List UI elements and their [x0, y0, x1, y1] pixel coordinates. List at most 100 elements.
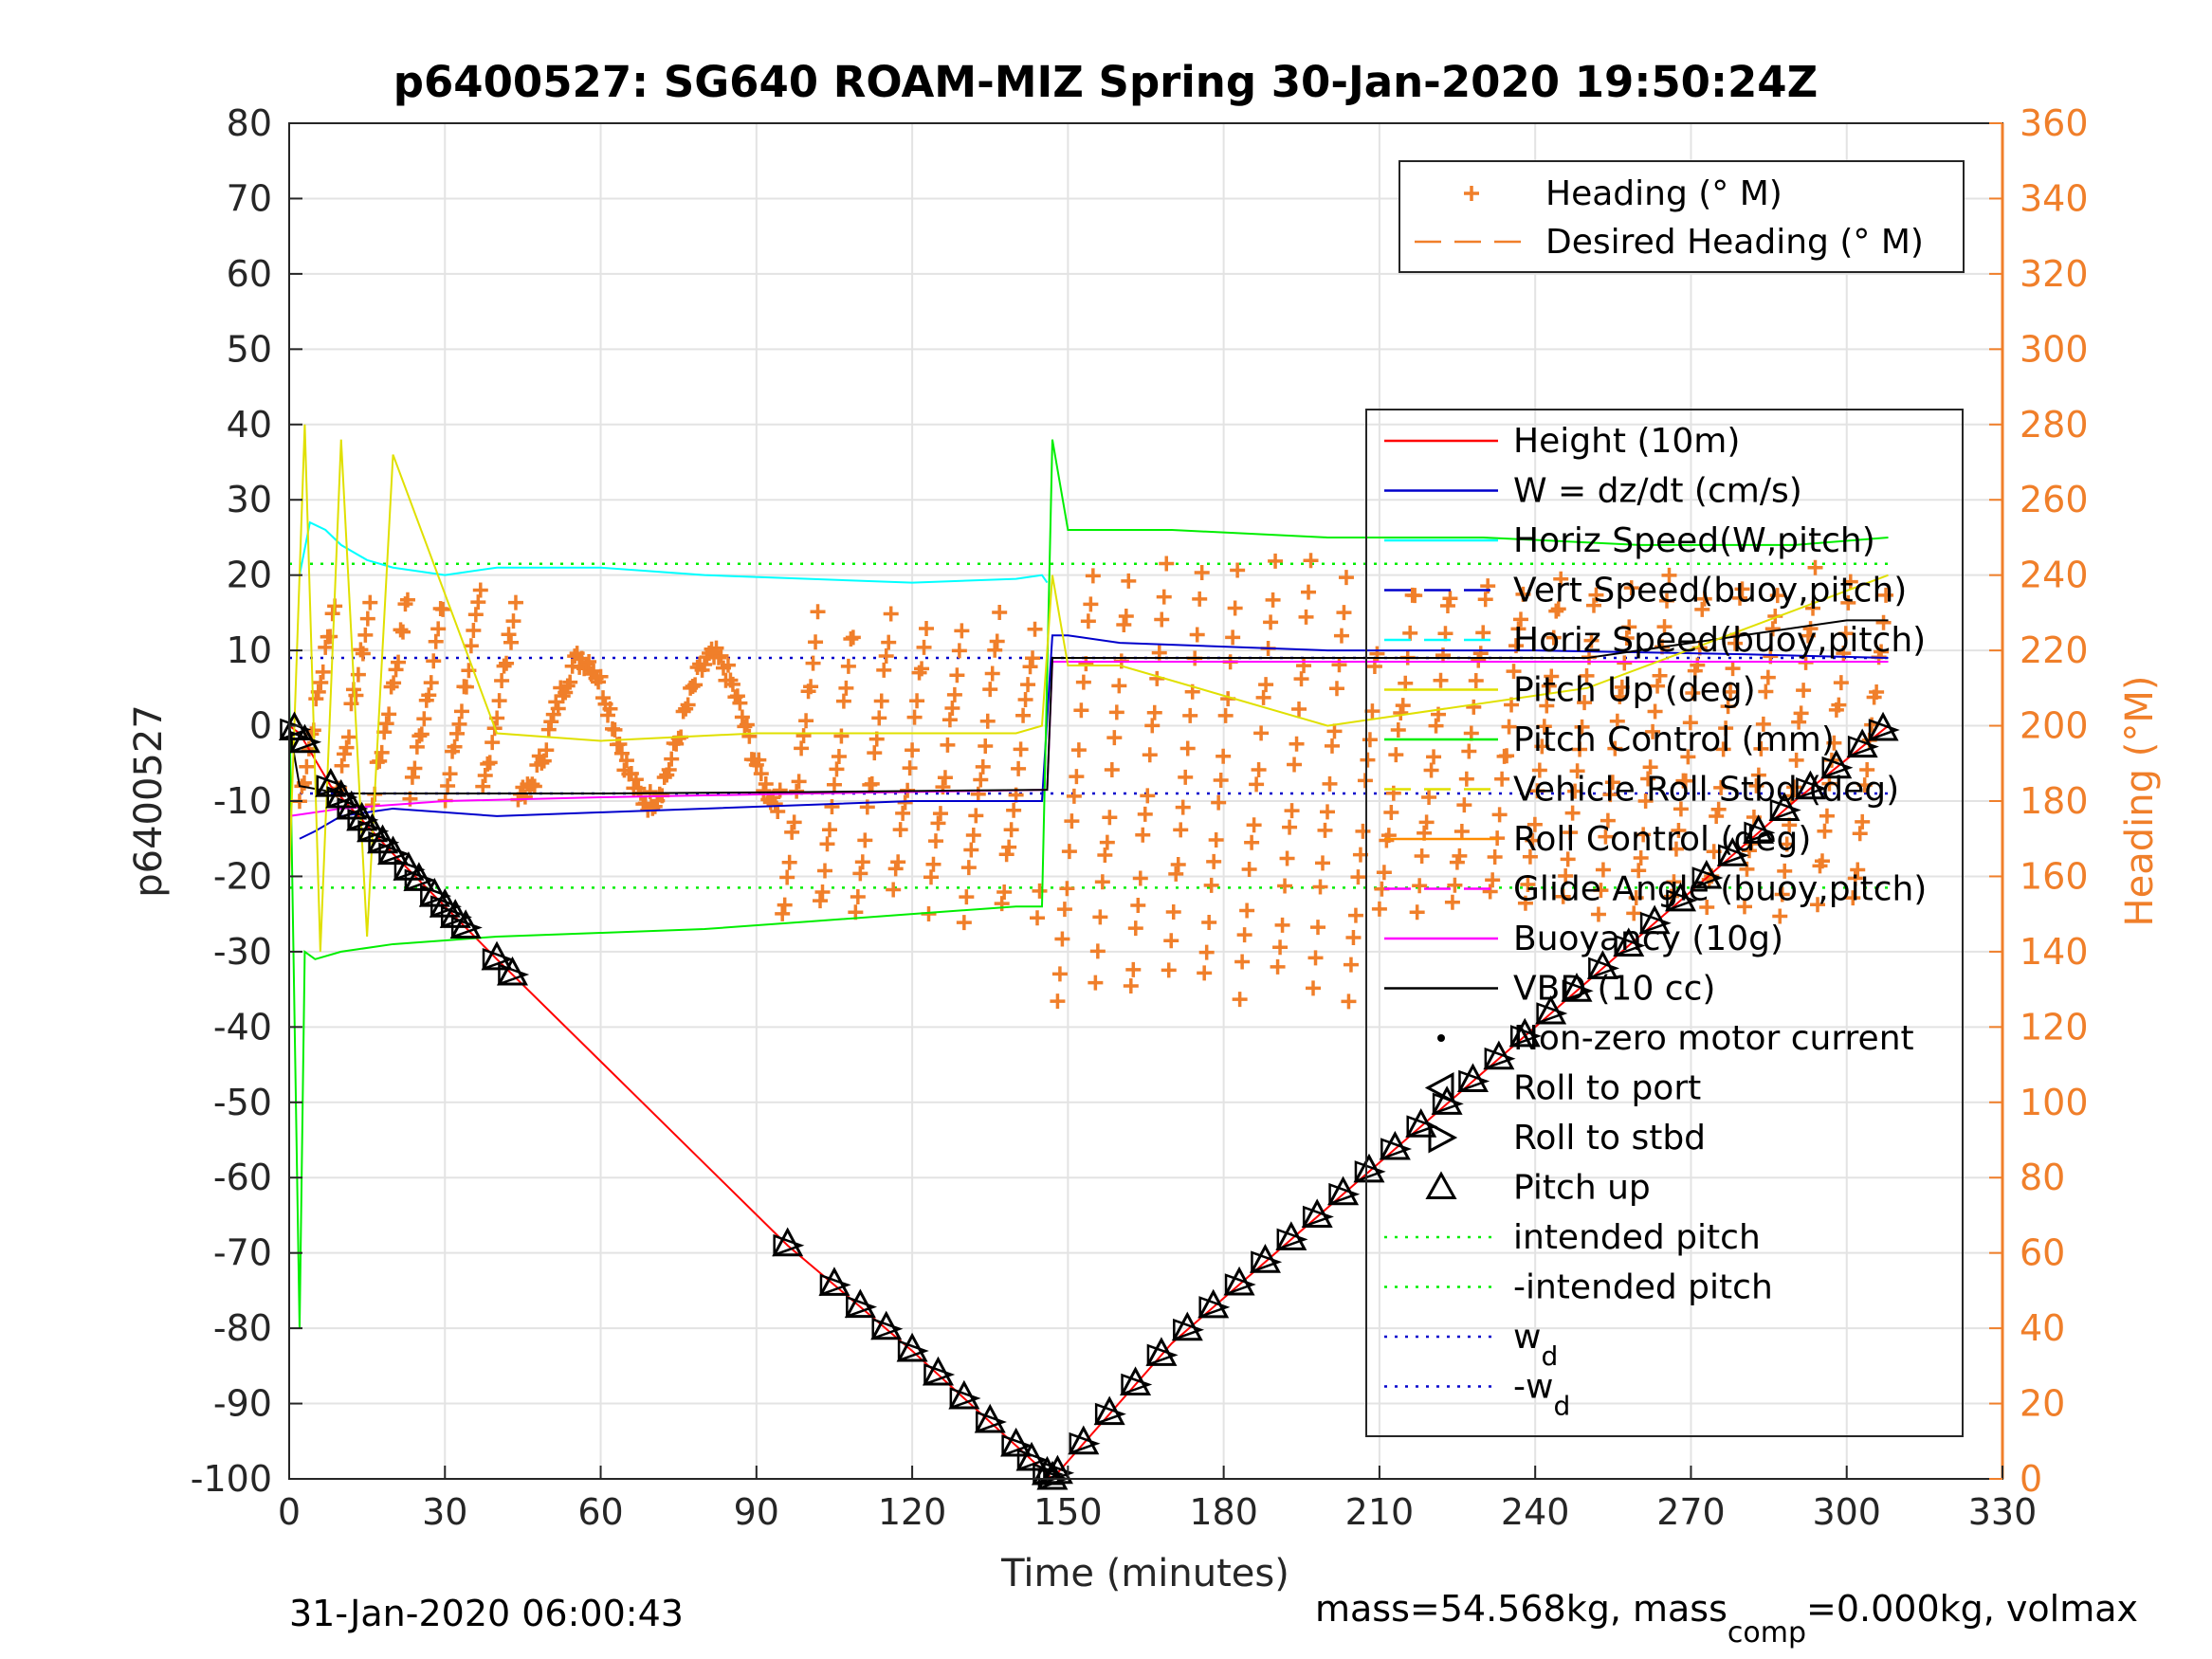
roll-marker	[1001, 1434, 1033, 1457]
legend-label: Roll Control (deg)	[1513, 820, 1811, 859]
heading-point	[1011, 760, 1027, 776]
y-left-tick-label: -40	[213, 1006, 272, 1048]
heading-point	[1512, 611, 1528, 628]
heading-point	[1393, 704, 1409, 720]
heading-point	[1232, 992, 1248, 1008]
heading-point	[1201, 915, 1217, 931]
heading-point	[753, 766, 769, 782]
roll-marker	[1562, 979, 1594, 1002]
heading-point	[1621, 619, 1637, 635]
heading-point	[442, 766, 458, 782]
heading-point	[1878, 587, 1894, 603]
heading-point	[661, 761, 677, 777]
heading-point	[477, 768, 493, 784]
roll-marker	[326, 786, 358, 809]
heading-point	[1241, 861, 1257, 877]
heading-point	[1272, 939, 1289, 956]
legend-swatch	[1428, 1121, 1458, 1154]
roll-marker	[1666, 889, 1698, 912]
heading-point	[1135, 827, 1151, 843]
heading-point	[1732, 590, 1748, 606]
heading-point	[1265, 592, 1281, 608]
heading-point	[517, 789, 533, 805]
heading-point	[1003, 822, 1019, 838]
x-tick-label: 120	[878, 1491, 947, 1533]
series-line-6	[288, 424, 1889, 952]
heading-point	[892, 822, 908, 838]
heading-point	[1572, 741, 1588, 757]
heading-point	[1640, 771, 1656, 787]
heading-point	[1817, 823, 1833, 839]
heading-point	[1423, 762, 1439, 778]
roll-marker	[393, 858, 426, 882]
roll-marker	[1251, 1250, 1283, 1273]
heading-point	[996, 884, 1013, 901]
heading-point	[1602, 787, 1618, 803]
heading-point	[348, 687, 364, 703]
heading-point	[1315, 855, 1330, 871]
heading-point	[1412, 878, 1428, 894]
y-right-tick-label: 100	[2020, 1082, 2089, 1123]
heading-point	[1595, 862, 1611, 878]
heading-point	[1652, 667, 1668, 684]
roll-marker	[378, 842, 411, 866]
heading-point	[1213, 772, 1229, 788]
heading-point	[1831, 697, 1847, 713]
heading-point	[1070, 742, 1087, 758]
heading-point	[1146, 704, 1162, 720]
heading-point	[1447, 877, 1463, 893]
footer-mass: mass=54.568kg, masscomp=0.000kg, volmax	[1315, 1588, 2138, 1650]
heading-point	[567, 648, 583, 665]
heading-point	[1251, 762, 1267, 778]
heading-point	[1544, 668, 1560, 684]
roll-marker	[1406, 1115, 1438, 1138]
y-left-tick-label: -20	[213, 855, 272, 897]
heading-point	[1779, 836, 1795, 852]
x-tick-label: 330	[1968, 1491, 2038, 1533]
heading-point	[1796, 683, 1812, 699]
heading-point	[1588, 587, 1604, 603]
heading-point	[1244, 834, 1260, 850]
heading-point	[1140, 788, 1156, 804]
heading-point	[1710, 801, 1727, 817]
heading-point	[1307, 950, 1324, 966]
heading-point	[1609, 713, 1625, 729]
legend-main-box	[1365, 409, 1964, 1437]
heading-point	[453, 703, 469, 720]
roll-marker	[1458, 1069, 1490, 1093]
heading-point	[1173, 822, 1189, 838]
y-left-tick-label: 20	[227, 555, 272, 596]
heading-point	[1132, 870, 1148, 886]
heading-point	[1626, 905, 1642, 921]
heading-point	[1092, 909, 1108, 925]
heading-point	[1786, 779, 1802, 795]
roll-marker	[1614, 934, 1646, 957]
roll-marker	[923, 1363, 956, 1386]
heading-point	[491, 693, 507, 709]
heading-point	[1847, 870, 1863, 886]
heading-point	[1458, 771, 1474, 787]
heading-point	[1764, 621, 1781, 637]
heading-point	[1874, 644, 1890, 660]
heading-point	[1159, 556, 1175, 572]
heading-point	[378, 716, 394, 732]
heading-point	[982, 682, 998, 698]
roll-marker	[347, 809, 379, 831]
heading-point	[1263, 614, 1279, 630]
heading-point	[1650, 678, 1666, 694]
heading-point	[440, 778, 456, 794]
roll-marker	[1354, 1160, 1386, 1183]
heading-point	[989, 633, 1005, 649]
heading-point	[1013, 741, 1029, 757]
heading-point	[1491, 807, 1508, 823]
heading-point	[1428, 718, 1444, 734]
heading-point	[1647, 703, 1663, 720]
heading-point	[959, 889, 975, 905]
heading-point	[475, 778, 491, 794]
roll-marker	[1821, 756, 1854, 779]
heading-point	[1360, 752, 1376, 768]
heading-point	[602, 701, 618, 717]
heading-point	[338, 739, 355, 756]
grid	[288, 122, 2003, 1480]
y-left-tick-label: -100	[191, 1458, 272, 1500]
